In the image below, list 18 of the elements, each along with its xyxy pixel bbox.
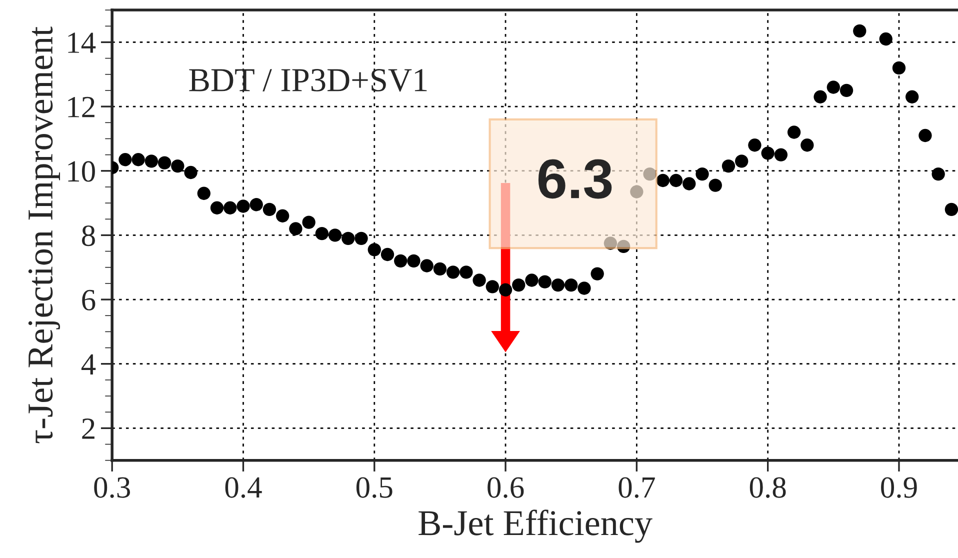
x-tick-label: 0.6	[488, 477, 524, 498]
y-tick-label: 4	[81, 354, 96, 374]
x-tick-label: 0.8	[750, 477, 786, 498]
x-tick-label: 0.4	[225, 477, 262, 498]
y-tick-label: 6	[82, 290, 96, 310]
annotation: 6.3	[538, 159, 612, 199]
y-tick-label: 14	[68, 32, 96, 53]
x-tick-label: 0.3	[94, 477, 130, 498]
x-tick-label: 0.9	[881, 477, 917, 498]
y-tick-label: 2	[82, 418, 94, 439]
annotation: BDT / IP3D+SV1	[189, 69, 427, 92]
x-tick-label: 0.5	[356, 477, 392, 498]
x-axis-title: B-Jet Efficiency	[418, 510, 652, 543]
y-tick-label: 10	[68, 161, 95, 182]
x-tick-label: 0.7	[618, 477, 655, 498]
y-axis-title: τ-Jet Rejection Improvement	[28, 26, 60, 444]
y-tick-label: 12	[68, 96, 94, 118]
y-tick-label: 8	[82, 225, 95, 246]
